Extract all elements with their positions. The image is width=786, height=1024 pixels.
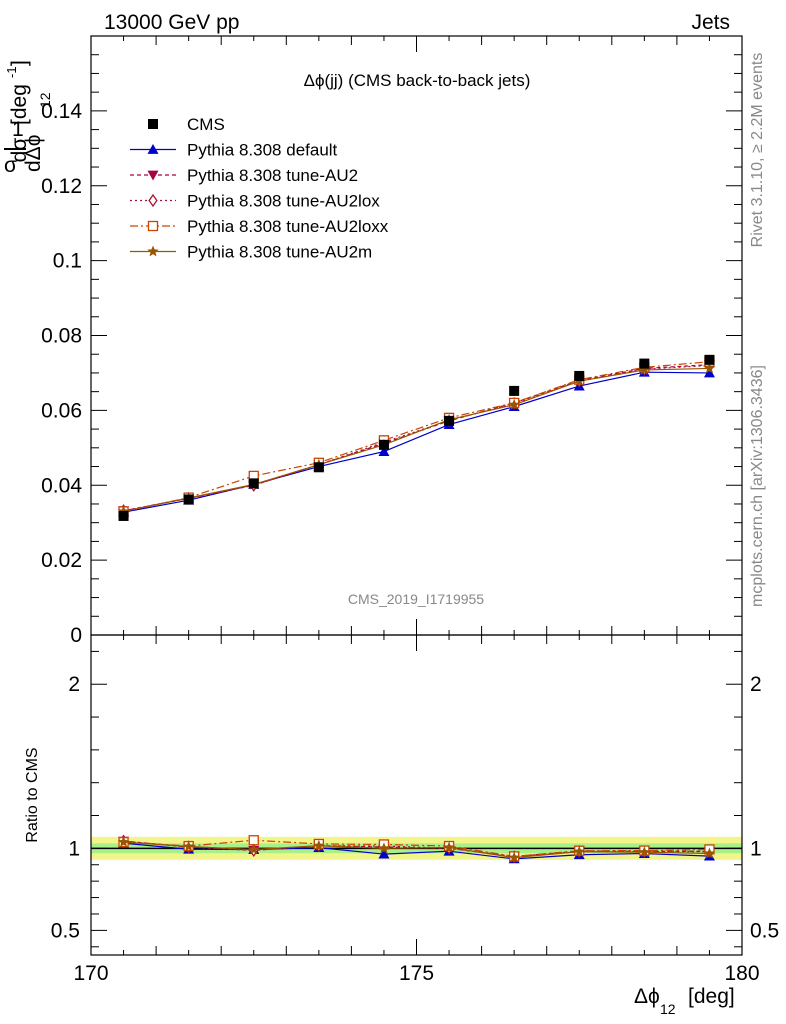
ratio-tick-label-right: 2 [750, 673, 762, 696]
data-point [118, 510, 129, 521]
data-point [574, 370, 585, 381]
ratio-tick-label: 1 [68, 837, 80, 860]
y-tick-label: 0.08 [41, 325, 82, 348]
legend-entry: Pythia 8.308 default [187, 141, 338, 160]
data-point [639, 358, 650, 369]
legend-marker [147, 220, 159, 232]
y-tick-label: 0.1 [53, 250, 82, 273]
series-point [703, 367, 715, 378]
legend-marker [147, 170, 159, 181]
svg-text:dΔϕ: dΔϕ [22, 135, 45, 172]
x-axis-label: Δϕ 12 [deg] [634, 985, 735, 1017]
legend-entry: Pythia 8.308 tune-AU2 [187, 166, 358, 185]
ratio-series-point [248, 835, 259, 846]
svg-text:12: 12 [37, 92, 53, 108]
series-point [638, 363, 651, 375]
ratio-series-point [378, 848, 390, 859]
data-point [248, 478, 259, 489]
ratio-series-point [703, 847, 716, 859]
y-tick-label: 0.04 [41, 474, 82, 497]
data-point [378, 439, 389, 450]
series-line [123, 367, 710, 513]
ratio-series-line [123, 841, 710, 859]
ratio-series-point [638, 846, 651, 858]
x-tick-label: 175 [399, 962, 434, 985]
y-tick-label: 0 [70, 624, 82, 647]
ratio-series-point [248, 843, 260, 855]
ratio-tick-label-right: 1 [750, 837, 762, 860]
series-line [123, 361, 710, 513]
svg-text:]: ] [8, 60, 31, 66]
y-tick-label: 0.12 [41, 175, 82, 198]
ratio-series-point [313, 839, 325, 851]
x-tick-label: 170 [73, 962, 108, 985]
y-tick-label: 0.14 [41, 100, 82, 123]
ratio-series-line [123, 842, 710, 860]
y-tick-label: 0.02 [41, 549, 82, 572]
svg-text:dσ: dσ [8, 138, 31, 163]
data-point [313, 462, 324, 473]
ratio-series-point [508, 851, 520, 863]
svg-text:1: 1 [12, 118, 24, 141]
legend-entry: CMS [187, 115, 225, 134]
legend-marker [147, 245, 159, 257]
ratio-tick-label: 0.5 [51, 919, 80, 942]
ratio-plot-frame [90, 634, 743, 956]
energy-label: 13000 GeV pp [104, 11, 239, 34]
svg-text:-1: -1 [4, 66, 19, 78]
series-point [378, 446, 390, 456]
svg-text:[deg: [deg [8, 84, 31, 125]
y-tick-label: 0.06 [41, 399, 82, 422]
data-point [509, 385, 520, 396]
svg-text:[deg]: [deg] [688, 985, 735, 1008]
rivet-label: Rivet 3.1.10, ≥ 2.2M events [749, 53, 766, 248]
legend-marker [147, 144, 159, 154]
series-point [117, 505, 130, 517]
data-point [444, 415, 455, 426]
ratio-tick-label: 2 [68, 673, 80, 696]
legend-marker [148, 193, 158, 208]
series-point [508, 398, 520, 410]
svg-text:12: 12 [660, 1001, 676, 1017]
ratio-series-point [573, 845, 585, 857]
ratio-y-axis-label: Ratio to CMS [24, 747, 41, 842]
legend-entry: Pythia 8.308 tune-AU2loxx [187, 217, 389, 236]
ratio-series-line [123, 839, 710, 857]
ratio-tick-label-right: 0.5 [750, 919, 779, 942]
analysis-watermark: CMS_2019_I1719955 [348, 591, 484, 607]
chart-title: Δϕ(jj) (CMS back-to-back jets) [304, 71, 531, 90]
ratio-series-point [378, 842, 390, 854]
data-point [183, 494, 194, 505]
process-label: Jets [691, 11, 730, 34]
legend-marker [148, 119, 158, 129]
ratio-series-point [182, 840, 195, 852]
data-point [704, 354, 715, 365]
ratio-series-point [117, 836, 130, 847]
series-line [123, 371, 710, 513]
mcplots-label: mcplots.cern.ch [arXiv:1306.3436] [749, 365, 766, 607]
ratio-series-point [443, 841, 455, 853]
y-axis-label: 1 σ dσ dΔϕ 12 [deg -1 ] [4, 60, 53, 177]
svg-text:Δϕ: Δϕ [634, 985, 660, 1008]
series-point [703, 362, 716, 374]
svg-text:σ: σ [4, 154, 17, 177]
legend-entry: Pythia 8.308 tune-AU2lox [187, 192, 380, 211]
x-tick-label: 180 [724, 962, 759, 985]
legend-entry: Pythia 8.308 tune-AU2m [187, 243, 372, 262]
